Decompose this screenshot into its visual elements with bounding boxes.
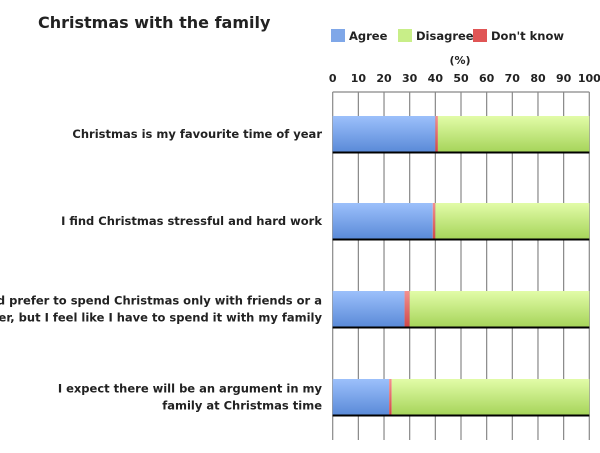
bar-disagree: [437, 116, 590, 152]
legend-swatch: [398, 29, 412, 42]
legend-label: Don't know: [491, 29, 564, 43]
bar-don-t-know: [432, 203, 436, 239]
category-label: partner, but I feel like I have to spend…: [0, 311, 322, 325]
bar-agree: [332, 116, 436, 152]
bar-don-t-know: [404, 291, 410, 327]
category-label: I expect there will be an argument in my: [58, 382, 323, 396]
legend-swatch: [473, 29, 487, 42]
x-tick-label: 30: [402, 72, 418, 85]
x-tick-label: 40: [428, 72, 444, 85]
legend-label: Disagree: [416, 29, 474, 43]
bar-disagree: [435, 203, 590, 239]
x-tick-label: 50: [453, 72, 469, 85]
x-tick-label: 60: [479, 72, 495, 85]
bar-don-t-know: [435, 116, 438, 152]
bar-disagree: [409, 291, 590, 327]
bar-agree: [332, 291, 405, 327]
x-axis-label: (%): [449, 54, 470, 67]
bar-agree: [332, 203, 433, 239]
bar-disagree: [391, 379, 590, 415]
bar-agree: [332, 379, 390, 415]
legend-label: Agree: [349, 29, 388, 43]
legend: Agree Disagree Don't know: [331, 29, 564, 43]
x-tick-label: 20: [376, 72, 392, 85]
x-tick-label: 70: [505, 72, 521, 85]
chart-title: Christmas with the family: [38, 13, 271, 32]
bar-don-t-know: [389, 379, 392, 415]
x-tick-label: 80: [530, 72, 546, 85]
category-label: family at Christmas time: [162, 399, 322, 413]
x-tick-label: 0: [329, 72, 337, 85]
legend-swatch: [331, 29, 345, 42]
category-label: I find Christmas stressful and hard work: [61, 214, 322, 228]
x-tick-label: 10: [351, 72, 367, 85]
x-tick-label: 100: [578, 72, 600, 85]
category-label: I'd prefer to spend Christmas only with …: [0, 294, 322, 308]
category-label: Christmas is my favourite time of year: [72, 127, 322, 141]
x-tick-label: 90: [556, 72, 572, 85]
